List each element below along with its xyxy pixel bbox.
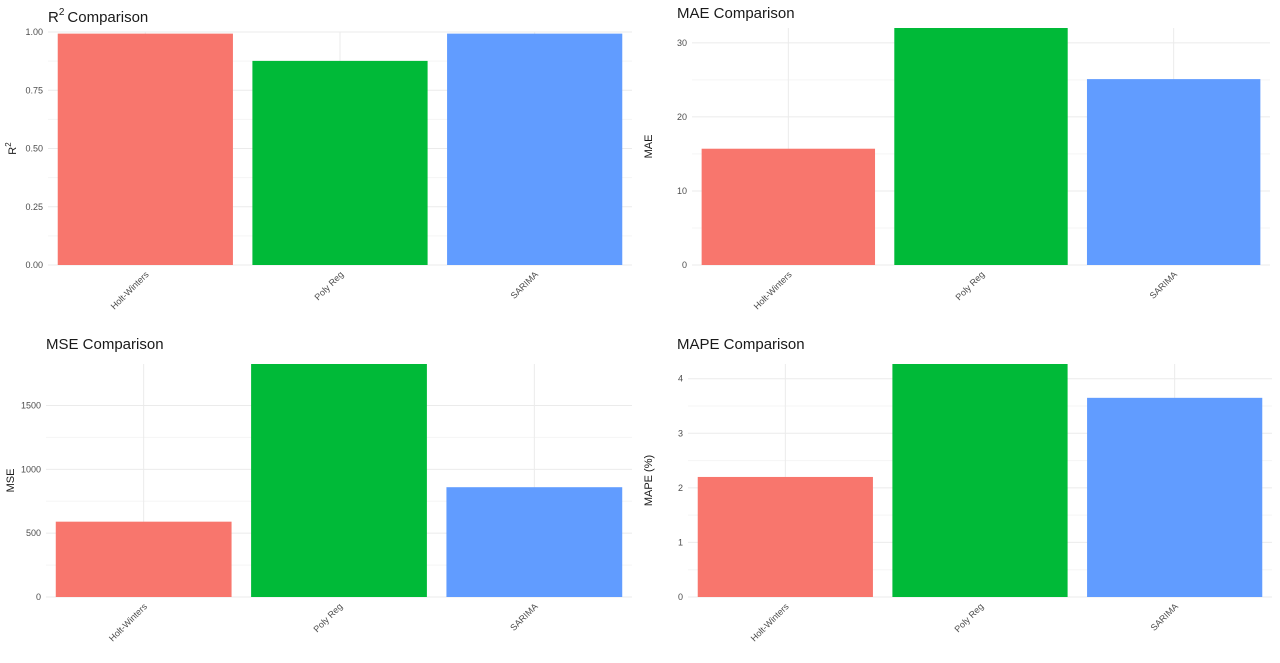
mae-y-axis-label: MAE: [643, 135, 655, 159]
r2-bar-sarima: [447, 33, 623, 266]
chart-mae: 0 10 20 30 Holt-Winters Poly Reg SARIMA MAE Com…: [643, 5, 1270, 311]
r2-ytick-label: 0.00: [25, 260, 43, 270]
r2-chart-title: R2 Comparison: [48, 7, 148, 26]
mse-ytick-label: 1500: [21, 400, 41, 410]
mape-ytick-label: 4: [678, 374, 683, 384]
mae-chart-title: MAE Comparison: [677, 5, 795, 22]
mae-ytick-label: 0: [682, 260, 687, 270]
mape-ytick-label: 1: [678, 537, 683, 547]
mape-xtick-label: Holt-Winters: [749, 601, 791, 643]
r2-xtick-label: SARIMA: [509, 269, 540, 300]
chart-r2-panel: 0.00 0.25 0.50 0.75 1.00 Holt-Winters Poly Reg…: [0, 0, 640, 330]
mape-ytick-label: 2: [678, 483, 683, 493]
mae-bar-holt-winters: [701, 148, 876, 265]
mape-xtick-label: Poly Reg: [953, 601, 986, 634]
r2-ytick-label: 0.50: [25, 144, 43, 154]
mape-y-axis-label: MAPE (%): [643, 455, 655, 506]
chart-mape-panel: 0 1 2 3 4 Holt-Winters Poly Reg SARIMA MAPE Comp…: [640, 332, 1280, 662]
r2-bar-poly-reg: [252, 60, 428, 265]
r2-xtick-label: Holt-Winters: [109, 269, 151, 311]
mape-ytick-label: 3: [678, 428, 683, 438]
mse-ytick-label: 1000: [21, 464, 41, 474]
mae-xtick-label: Holt-Winters: [752, 269, 794, 311]
mape-ytick-label: 0: [678, 592, 683, 602]
mae-xtick-label: Poly Reg: [954, 269, 987, 302]
chart-mse-panel: 0 500 1000 1500 Holt-Winters Poly Reg SARIMA MS…: [0, 332, 640, 662]
mae-ytick-label: 20: [677, 112, 687, 122]
mape-xtick-label: SARIMA: [1149, 601, 1180, 632]
mae-ytick-label: 30: [677, 38, 687, 48]
mse-ytick-label: 0: [36, 592, 41, 602]
mse-bar-holt-winters: [55, 521, 232, 597]
mse-xtick-label: Holt-Winters: [107, 601, 149, 643]
r2-xtick-label: Poly Reg: [313, 269, 346, 302]
mse-ytick-label: 500: [26, 528, 41, 538]
mae-bar-poly-reg: [894, 28, 1068, 265]
r2-bar-holt-winters: [57, 33, 233, 266]
mse-y-axis-label: MSE: [5, 469, 17, 493]
mae-xtick-label: SARIMA: [1148, 269, 1179, 300]
mse-xtick-label: Poly Reg: [312, 601, 345, 634]
mae-ytick-label: 10: [677, 186, 687, 196]
mse-xtick-label: SARIMA: [508, 601, 539, 632]
r2-ytick-label: 1.00: [25, 27, 43, 37]
mape-chart-title: MAPE Comparison: [677, 336, 805, 353]
mse-chart-title: MSE Comparison: [46, 336, 164, 353]
mape-bar-sarima: [1087, 397, 1263, 597]
mape-bar-poly-reg: [892, 364, 1068, 597]
chart-mse: 0 500 1000 1500 Holt-Winters Poly Reg SARIMA MS…: [5, 336, 632, 643]
chart-mape: 0 1 2 3 4 Holt-Winters Poly Reg SARIMA MAPE Comp…: [643, 336, 1272, 643]
mse-bar-sarima: [446, 487, 623, 597]
mae-bar-sarima: [1086, 79, 1261, 266]
chart-mae-panel: 0 10 20 30 Holt-Winters Poly Reg SARIMA MAE Com…: [640, 0, 1280, 330]
r2-ytick-label: 0.25: [25, 202, 43, 212]
chart-r2: 0.00 0.25 0.50 0.75 1.00 Holt-Winters Poly Reg…: [4, 7, 632, 311]
r2-ytick-label: 0.75: [25, 85, 43, 95]
r2-y-axis-label: R2: [4, 142, 19, 155]
mape-bar-holt-winters: [697, 476, 873, 597]
mse-bar-poly-reg: [251, 364, 427, 597]
